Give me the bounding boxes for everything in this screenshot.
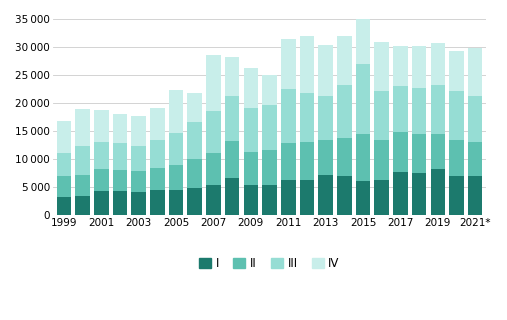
Bar bbox=[188, 93, 202, 122]
Bar bbox=[430, 169, 445, 215]
Bar bbox=[206, 111, 221, 153]
Bar bbox=[94, 169, 108, 191]
Bar bbox=[262, 105, 277, 150]
Bar bbox=[94, 191, 108, 215]
Bar bbox=[375, 180, 389, 215]
Bar bbox=[412, 134, 426, 173]
Bar bbox=[337, 85, 352, 138]
Bar bbox=[318, 175, 333, 215]
Bar bbox=[169, 190, 184, 215]
Bar bbox=[57, 153, 71, 176]
Bar bbox=[262, 185, 277, 215]
Legend: I, II, III, IV: I, II, III, IV bbox=[195, 252, 344, 275]
Bar bbox=[169, 90, 184, 133]
Bar bbox=[393, 86, 408, 132]
Bar bbox=[430, 85, 445, 134]
Bar bbox=[356, 64, 370, 134]
Bar bbox=[188, 159, 202, 188]
Bar bbox=[318, 140, 333, 175]
Bar bbox=[225, 96, 239, 141]
Bar bbox=[281, 90, 296, 143]
Bar bbox=[337, 138, 352, 176]
Bar bbox=[131, 116, 146, 146]
Bar bbox=[188, 122, 202, 159]
Bar bbox=[113, 170, 127, 191]
Bar bbox=[75, 146, 90, 174]
Bar bbox=[150, 168, 165, 190]
Bar bbox=[375, 43, 389, 91]
Bar bbox=[356, 19, 370, 64]
Bar bbox=[281, 143, 296, 180]
Bar bbox=[468, 48, 483, 96]
Bar bbox=[449, 140, 464, 176]
Bar bbox=[113, 114, 127, 143]
Bar bbox=[375, 91, 389, 140]
Bar bbox=[300, 180, 314, 215]
Bar bbox=[412, 88, 426, 134]
Bar bbox=[225, 141, 239, 179]
Bar bbox=[57, 197, 71, 215]
Bar bbox=[449, 176, 464, 215]
Bar bbox=[57, 176, 71, 197]
Bar bbox=[262, 150, 277, 185]
Bar bbox=[262, 75, 277, 105]
Bar bbox=[131, 171, 146, 192]
Bar bbox=[300, 142, 314, 180]
Bar bbox=[337, 176, 352, 215]
Bar bbox=[243, 152, 258, 185]
Bar bbox=[449, 52, 464, 91]
Bar bbox=[225, 179, 239, 215]
Bar bbox=[300, 93, 314, 142]
Bar bbox=[206, 185, 221, 215]
Bar bbox=[188, 188, 202, 215]
Bar bbox=[131, 192, 146, 215]
Bar bbox=[243, 108, 258, 152]
Bar bbox=[113, 191, 127, 215]
Bar bbox=[113, 143, 127, 170]
Bar bbox=[75, 174, 90, 196]
Bar bbox=[243, 68, 258, 108]
Bar bbox=[281, 180, 296, 215]
Bar bbox=[318, 96, 333, 140]
Bar bbox=[393, 46, 408, 86]
Bar bbox=[468, 96, 483, 141]
Bar bbox=[75, 196, 90, 215]
Bar bbox=[150, 140, 165, 168]
Bar bbox=[243, 185, 258, 215]
Bar bbox=[356, 134, 370, 181]
Bar bbox=[468, 141, 483, 176]
Bar bbox=[449, 91, 464, 140]
Bar bbox=[75, 108, 90, 146]
Bar bbox=[206, 153, 221, 185]
Bar bbox=[430, 43, 445, 85]
Bar bbox=[150, 190, 165, 215]
Bar bbox=[94, 110, 108, 142]
Bar bbox=[131, 146, 146, 171]
Bar bbox=[169, 165, 184, 190]
Bar bbox=[57, 121, 71, 153]
Bar bbox=[225, 57, 239, 96]
Bar bbox=[281, 39, 296, 90]
Bar bbox=[412, 173, 426, 215]
Bar bbox=[94, 142, 108, 169]
Bar bbox=[430, 134, 445, 169]
Bar bbox=[150, 108, 165, 140]
Bar bbox=[393, 132, 408, 172]
Bar bbox=[393, 172, 408, 215]
Bar bbox=[468, 176, 483, 215]
Bar bbox=[375, 140, 389, 180]
Bar bbox=[206, 55, 221, 111]
Bar bbox=[318, 45, 333, 96]
Bar bbox=[337, 36, 352, 85]
Bar bbox=[356, 181, 370, 215]
Bar bbox=[300, 36, 314, 93]
Bar bbox=[412, 46, 426, 88]
Bar bbox=[169, 133, 184, 165]
